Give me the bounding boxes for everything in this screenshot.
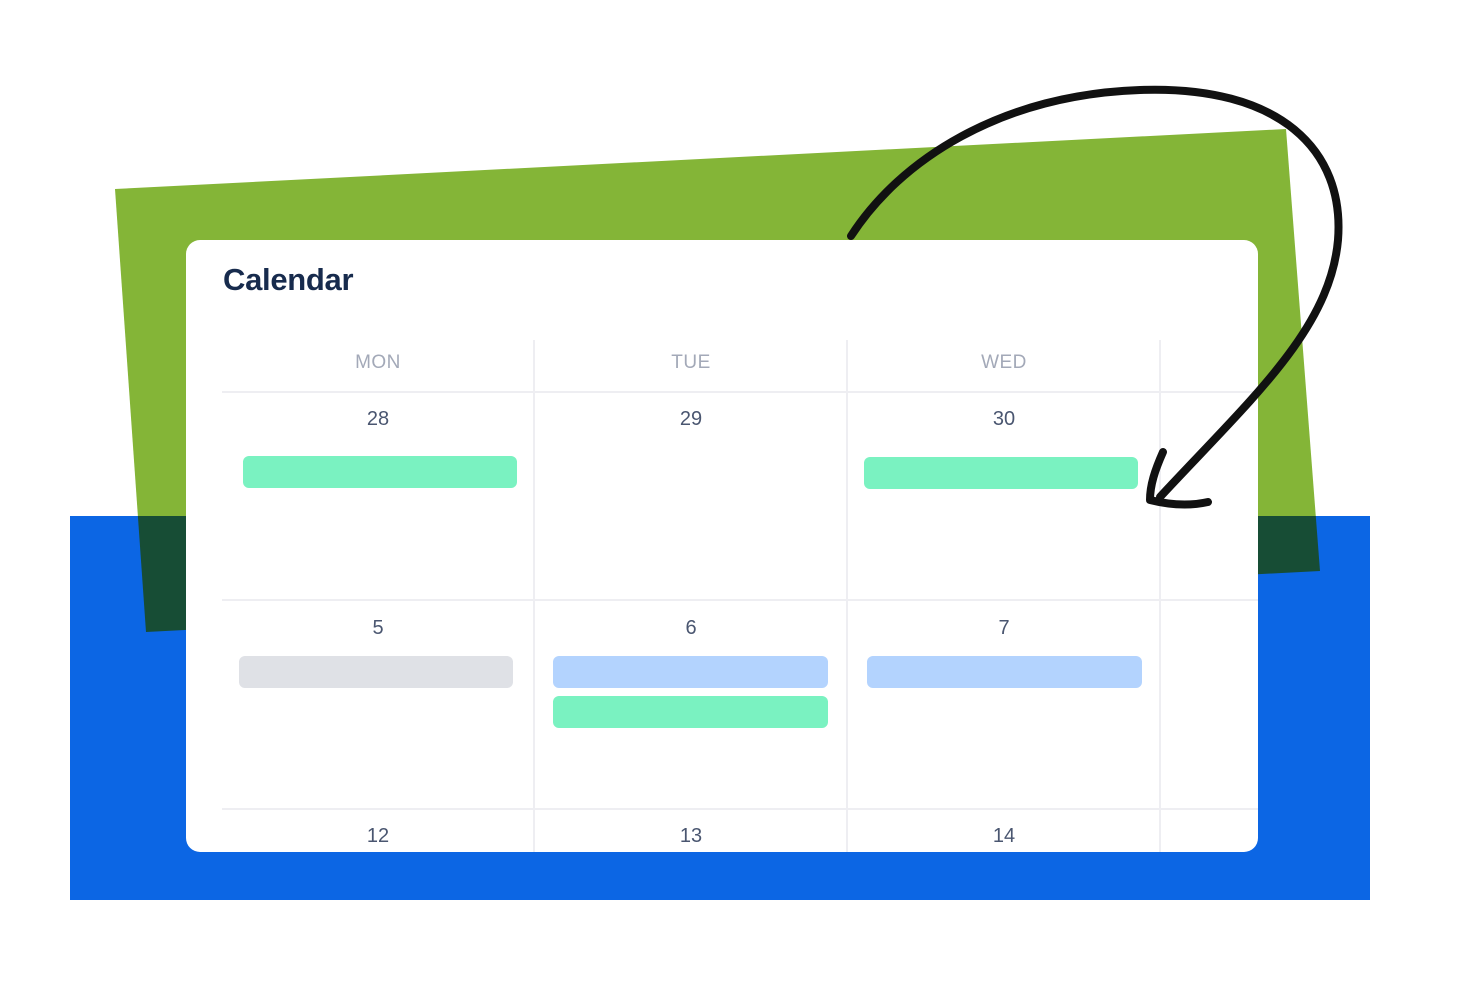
weekday-wed: WED	[981, 352, 1027, 373]
page-title: Calendar	[223, 262, 354, 297]
date-cell[interactable]: 30	[992, 408, 1016, 430]
date-cell[interactable]: 29	[679, 408, 703, 430]
date-cell[interactable]: 12	[366, 825, 390, 847]
date-cell[interactable]: 5	[372, 617, 384, 639]
weekday-tue: TUE	[671, 352, 711, 373]
weekday-mon: MON	[355, 352, 401, 373]
column-divider	[533, 340, 535, 852]
date-cell[interactable]: 13	[679, 825, 703, 847]
event-bar[interactable]	[243, 456, 517, 488]
column-divider	[1159, 340, 1161, 852]
row-divider	[222, 808, 1258, 810]
event-bar[interactable]	[553, 696, 828, 728]
date-cell[interactable]: 28	[366, 408, 390, 430]
calendar-card: Calendar MON TUE WED 28 29 30 5 6 7 12 1…	[186, 240, 1258, 852]
event-bar[interactable]	[239, 656, 513, 688]
date-cell[interactable]: 6	[685, 617, 697, 639]
event-bar[interactable]	[867, 656, 1142, 688]
event-bar[interactable]	[864, 457, 1138, 489]
date-cell[interactable]: 14	[992, 825, 1016, 847]
row-divider	[222, 391, 1258, 393]
column-divider	[846, 340, 848, 852]
date-cell[interactable]: 7	[998, 617, 1010, 639]
event-bar[interactable]	[553, 656, 828, 688]
row-divider	[222, 599, 1258, 601]
